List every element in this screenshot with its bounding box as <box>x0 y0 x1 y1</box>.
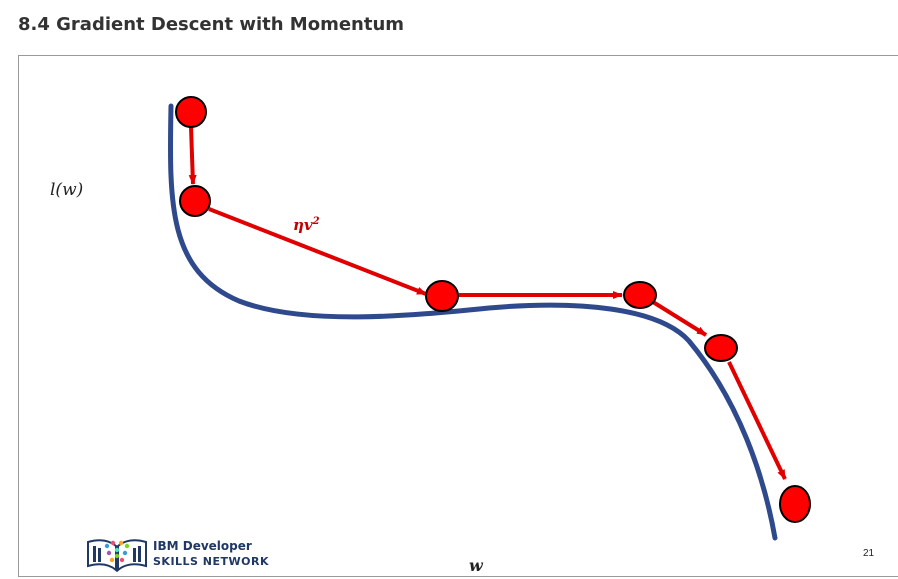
step-arrow-1 <box>188 126 197 185</box>
slide: l(w) w ηv2 21 IBM Developer SKILLS NETWO… <box>18 55 898 577</box>
weight-point-1 <box>175 96 207 128</box>
y-axis-label: l(w) <box>50 180 84 200</box>
step-size-base: ηv <box>293 216 313 234</box>
weight-point-4 <box>623 281 657 309</box>
loss-curve <box>167 103 778 541</box>
step-arrow-2 <box>208 207 427 296</box>
weight-point-3 <box>425 280 459 312</box>
ibm-developer-logo: IBM Developer SKILLS NETWORK <box>85 536 269 574</box>
step-arrow-5 <box>727 361 787 480</box>
page-title: 8.4 Gradient Descent with Momentum <box>18 14 405 35</box>
step-arrow-4 <box>651 300 708 337</box>
logo-line-2: SKILLS NETWORK <box>153 555 270 568</box>
weight-point-6 <box>779 485 811 523</box>
x-axis-label: w <box>469 556 483 575</box>
step-size-label: ηv2 <box>293 216 320 234</box>
page-number: 21 <box>863 548 875 559</box>
weight-point-5 <box>704 334 738 362</box>
open-book-network-icon <box>87 539 147 573</box>
weight-point-2 <box>179 185 211 217</box>
momentum-diagram <box>167 96 811 541</box>
logo-line-1: IBM Developer <box>153 539 252 553</box>
step-size-exponent: 2 <box>312 216 320 227</box>
